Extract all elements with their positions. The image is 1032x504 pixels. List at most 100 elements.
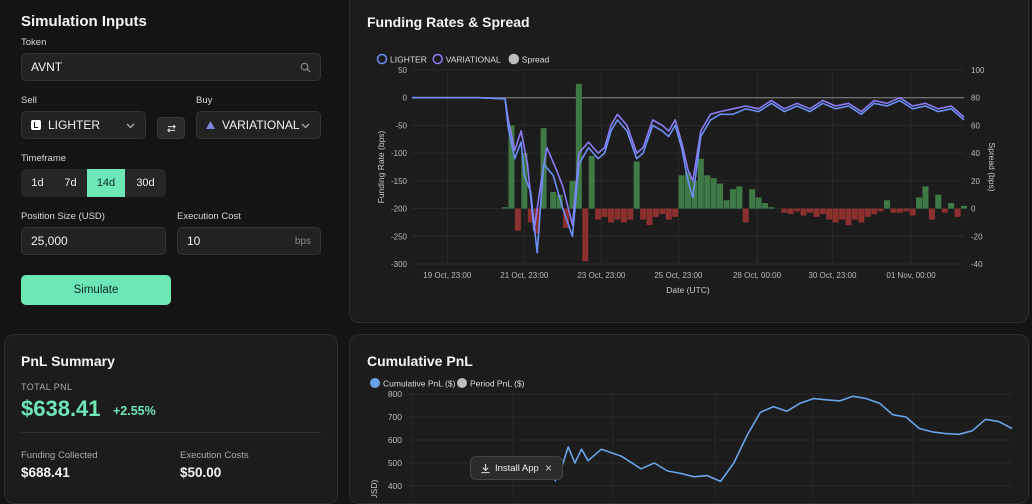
- spread-bar: [896, 208, 903, 213]
- spread-bar: [691, 180, 698, 209]
- timeframe-option-1d[interactable]: 1d: [31, 177, 44, 189]
- spread-bar: [569, 180, 576, 209]
- execution-costs-value: $50.00: [180, 465, 222, 480]
- spread-bar: [633, 161, 640, 209]
- spread-bar: [620, 208, 627, 223]
- timeframe-option-7d[interactable]: 7d: [64, 177, 77, 189]
- spread-bar: [742, 208, 749, 223]
- y-tick-label: -100: [391, 149, 408, 158]
- legend-label: LIGHTER: [390, 55, 427, 65]
- spread-bar: [582, 208, 589, 262]
- spread-bar: [665, 208, 672, 220]
- legend-label: VARIATIONAL: [446, 55, 501, 65]
- spread-bar: [508, 125, 515, 209]
- x-tick-label: 21 Oct, 23:00: [500, 271, 549, 280]
- y-tick-label: -300: [391, 260, 408, 269]
- spread-bar: [826, 208, 833, 220]
- timeframe-option-14d[interactable]: 14d: [87, 169, 125, 197]
- legend-marker: [508, 53, 520, 65]
- spread-bar: [627, 208, 634, 220]
- spread-bar: [755, 197, 762, 209]
- legend-marker: [457, 378, 467, 388]
- pnl-summary-title: PnL Summary: [21, 353, 115, 369]
- position-size-label: Position Size (USD): [21, 211, 105, 222]
- spread-bar: [697, 158, 704, 209]
- token-input[interactable]: AVNT: [21, 53, 321, 81]
- spread-bar: [607, 208, 614, 223]
- spread-bar: [922, 186, 929, 209]
- x-tick-label: 23 Oct, 23:00: [577, 271, 626, 280]
- spread-bar: [813, 208, 820, 217]
- y-tick-label: 800: [388, 389, 402, 399]
- spread-bar: [941, 208, 948, 213]
- buy-select[interactable]: VARIATIONAL: [196, 111, 321, 139]
- y2-tick-label: -20: [971, 232, 983, 241]
- search-icon: [300, 62, 311, 73]
- y-tick-label: -200: [391, 205, 408, 214]
- simulate-button[interactable]: Simulate: [21, 275, 171, 305]
- timeframe-selector: 1d 7d 14d 30d: [21, 169, 166, 197]
- spread-bar: [652, 208, 659, 217]
- execution-cost-input[interactable]: 10 bps: [177, 227, 321, 255]
- install-app-toast: Install App ×: [470, 456, 563, 480]
- spread-bar: [961, 205, 967, 209]
- y2-axis-title: Spread (bps): [987, 142, 997, 191]
- spread-bar: [839, 208, 846, 220]
- execution-cost-unit: bps: [294, 236, 311, 247]
- y-tick-label: 700: [388, 412, 402, 422]
- spread-bar: [736, 186, 743, 209]
- spread-bar: [704, 175, 711, 209]
- spread-bar: [890, 208, 897, 213]
- token-value: AVNT: [31, 60, 63, 74]
- spread-bar: [729, 189, 736, 209]
- install-app-button[interactable]: Install App: [495, 463, 539, 474]
- spread-bar: [877, 208, 884, 212]
- spread-bar: [909, 208, 916, 216]
- variational-series-line: [412, 96, 965, 232]
- close-icon[interactable]: ×: [545, 461, 553, 475]
- spread-bar: [851, 208, 858, 220]
- spread-bar: [858, 208, 865, 223]
- x-tick-label: 25 Oct, 23:00: [654, 271, 703, 280]
- y2-tick-label: 60: [971, 121, 980, 130]
- spread-bar: [864, 208, 871, 217]
- x-tick-label: 28 Oct, 00:00: [733, 271, 782, 280]
- spread-bar: [685, 172, 691, 209]
- simulation-inputs-title: Simulation Inputs: [21, 13, 147, 30]
- y2-tick-label: 100: [971, 66, 985, 75]
- spread-bar: [710, 178, 717, 209]
- spread-bar: [787, 208, 794, 215]
- swap-button[interactable]: [157, 117, 185, 139]
- spread-bar: [678, 175, 685, 209]
- y2-tick-label: 0: [971, 205, 976, 214]
- timeframe-option-30d[interactable]: 30d: [136, 177, 155, 189]
- y-tick-label: -250: [391, 232, 408, 241]
- spread-bar: [806, 208, 813, 213]
- buy-value: VARIATIONAL: [222, 118, 300, 132]
- spread-bar: [514, 208, 521, 231]
- y-tick-label: 0: [403, 94, 408, 103]
- spread-bar: [502, 207, 509, 209]
- funding-collected-label: Funding Collected: [21, 450, 98, 461]
- spread-bar: [794, 208, 801, 212]
- legend-label: Cumulative PnL ($): [383, 379, 456, 389]
- spread-bar: [595, 208, 602, 220]
- y-axis-title: Funding Rate (bps): [376, 130, 386, 203]
- spread-bar: [534, 208, 541, 234]
- x-tick-label: 19 Oct, 23:00: [423, 271, 472, 280]
- total-pnl-percent: +2.55%: [113, 404, 156, 418]
- cumulative-pnl-title: Cumulative PnL: [367, 353, 473, 369]
- spread-bar: [527, 208, 534, 223]
- spread-bar: [928, 208, 935, 220]
- spread-bar: [601, 208, 608, 217]
- spread-bar: [749, 189, 756, 209]
- sell-select[interactable]: LIGHTER: [21, 111, 146, 139]
- spread-bar: [556, 194, 563, 209]
- timeframe-label: Timeframe: [21, 153, 67, 164]
- cumulative-pnl-chart: 800 700 600 500 400 Cumulative PnL ($) Period …: [369, 378, 1013, 498]
- pnl-summary-panel: [4, 334, 338, 504]
- spread-bar: [935, 194, 942, 209]
- spread-bar: [550, 191, 557, 209]
- position-size-input[interactable]: 25,000: [21, 227, 166, 255]
- execution-costs-label: Execution Costs: [180, 450, 249, 461]
